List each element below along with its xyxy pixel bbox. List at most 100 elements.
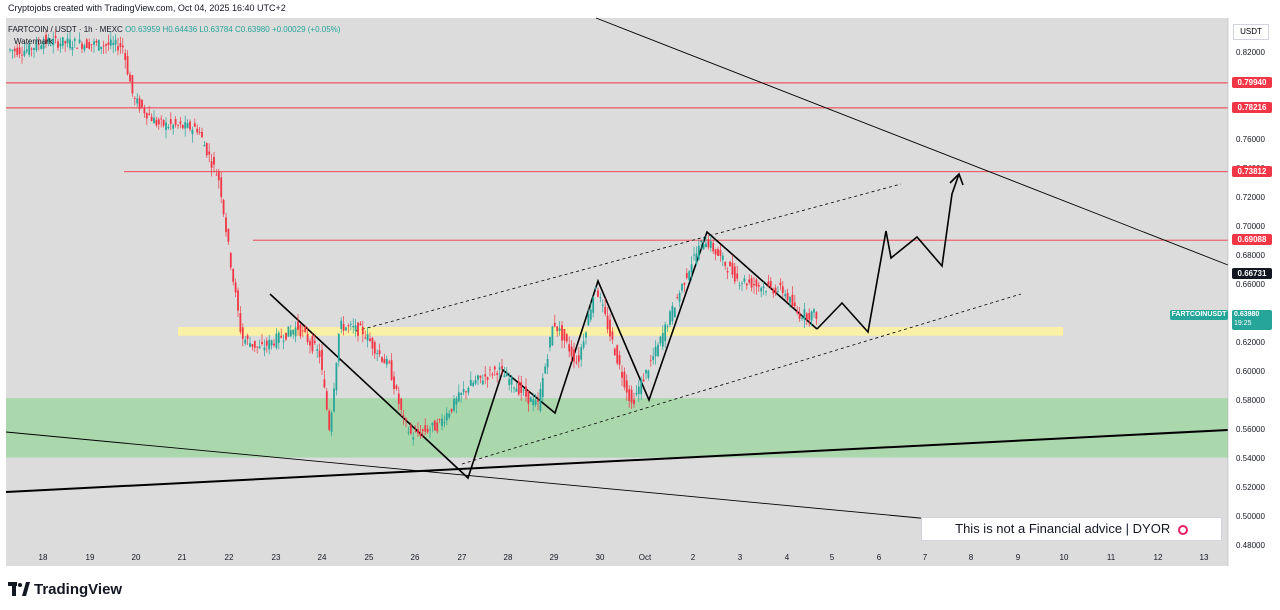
price-tick-label: 0.48000 xyxy=(1236,541,1265,550)
candle-body xyxy=(472,382,475,386)
candle-body xyxy=(568,344,571,352)
candle-body xyxy=(40,45,43,49)
candle-body xyxy=(489,369,491,371)
candle-body xyxy=(570,346,573,356)
candle-body xyxy=(352,326,355,328)
tradingview-logo[interactable]: TradingView xyxy=(8,579,122,599)
candle-body xyxy=(450,408,453,412)
candle-body xyxy=(30,48,33,50)
candle-body xyxy=(702,244,705,250)
candle-body xyxy=(690,264,693,273)
candle-body xyxy=(407,431,410,433)
candle-body xyxy=(222,199,225,215)
candle-body xyxy=(563,328,566,341)
candle-body xyxy=(527,390,530,404)
candle-body xyxy=(669,311,671,325)
candle-body xyxy=(676,297,679,298)
candle-body xyxy=(33,48,35,50)
candle-body xyxy=(455,398,458,405)
candle-body xyxy=(37,43,40,45)
candle-body xyxy=(105,44,107,46)
candle-body xyxy=(515,388,518,392)
candle-body xyxy=(683,282,686,285)
candle-body xyxy=(393,376,395,389)
candle-body xyxy=(520,382,523,393)
candle-body xyxy=(544,366,547,374)
candle-body xyxy=(565,334,568,342)
price-tick-label: 0.82000 xyxy=(1236,48,1265,57)
current-price-badge: 0.63980 19:25 xyxy=(1232,310,1272,330)
candle-body xyxy=(580,347,583,360)
candle-body xyxy=(251,344,254,347)
candle-body xyxy=(304,326,307,333)
time-tick-label: 24 xyxy=(317,553,327,562)
candle-body xyxy=(201,131,203,138)
candle-body xyxy=(693,254,695,256)
candle-body xyxy=(277,332,280,343)
candle-body xyxy=(90,44,93,46)
candle-body xyxy=(810,311,813,321)
candle-body xyxy=(119,43,122,47)
candle-body xyxy=(366,334,369,341)
candle-body xyxy=(328,410,331,430)
chart-credit: Cryptojobs created with TradingView.com,… xyxy=(8,3,286,13)
candle-body xyxy=(309,341,311,346)
time-tick-label: 3 xyxy=(737,553,743,562)
candle-body xyxy=(97,40,100,51)
candle-body xyxy=(112,42,115,46)
candle-body xyxy=(426,428,429,433)
wave-pattern xyxy=(269,230,818,480)
candle-body xyxy=(323,379,326,388)
candle-body xyxy=(498,367,501,370)
candle-body xyxy=(57,41,59,48)
candle-body xyxy=(645,369,647,374)
candle-body xyxy=(47,37,50,43)
candle-body xyxy=(340,320,343,330)
disclaimer-text: This is not a Financial advice | DYOR xyxy=(955,521,1171,536)
candle-body xyxy=(227,228,230,242)
time-tick-label: 13 xyxy=(1199,553,1209,562)
trendlines xyxy=(5,17,1229,528)
candle-body xyxy=(529,397,532,402)
ohlc-high: H0.64436 xyxy=(162,25,198,34)
candle-body xyxy=(205,143,208,156)
candle-body xyxy=(486,377,489,380)
candle-body xyxy=(549,337,551,348)
time-tick-label: 18 xyxy=(38,553,48,562)
candle-body xyxy=(179,121,182,124)
candle-body xyxy=(654,346,657,357)
candle-body xyxy=(786,293,789,301)
candle-body xyxy=(541,378,544,397)
candle-body xyxy=(510,376,513,385)
candle-body xyxy=(745,283,748,286)
candles xyxy=(9,29,818,446)
candle-body xyxy=(801,318,803,319)
candle-body xyxy=(587,313,590,326)
ohlc-low: L0.63784 xyxy=(199,25,233,34)
candle-body xyxy=(721,255,724,261)
candle-body xyxy=(388,361,391,363)
candle-body xyxy=(772,289,775,294)
candle-body xyxy=(445,413,448,421)
candle-body xyxy=(321,349,323,370)
candle-body xyxy=(285,332,287,340)
candle-body xyxy=(505,372,508,377)
candle-body xyxy=(465,391,467,393)
candle-body xyxy=(405,418,407,421)
candle-body xyxy=(582,341,585,348)
candle-body xyxy=(556,326,559,331)
time-tick-label: 22 xyxy=(224,553,234,562)
current-price-value: 0.63980 xyxy=(1234,311,1260,318)
candle-body xyxy=(491,374,494,376)
ohlc-close: C0.63980 xyxy=(235,25,270,34)
candle-body xyxy=(169,119,172,125)
symbol-line[interactable]: FARTCOIN / USDT · 1h · MEXC O0.63959 H0.… xyxy=(8,25,340,34)
candle-body xyxy=(474,380,477,384)
candle-body xyxy=(637,386,640,395)
price-level-badge: 0.69088 xyxy=(1232,234,1272,246)
quote-currency-button[interactable]: USDT xyxy=(1233,24,1269,40)
candle-body xyxy=(9,49,11,51)
candle-body xyxy=(165,122,167,131)
candle-body xyxy=(306,334,309,342)
